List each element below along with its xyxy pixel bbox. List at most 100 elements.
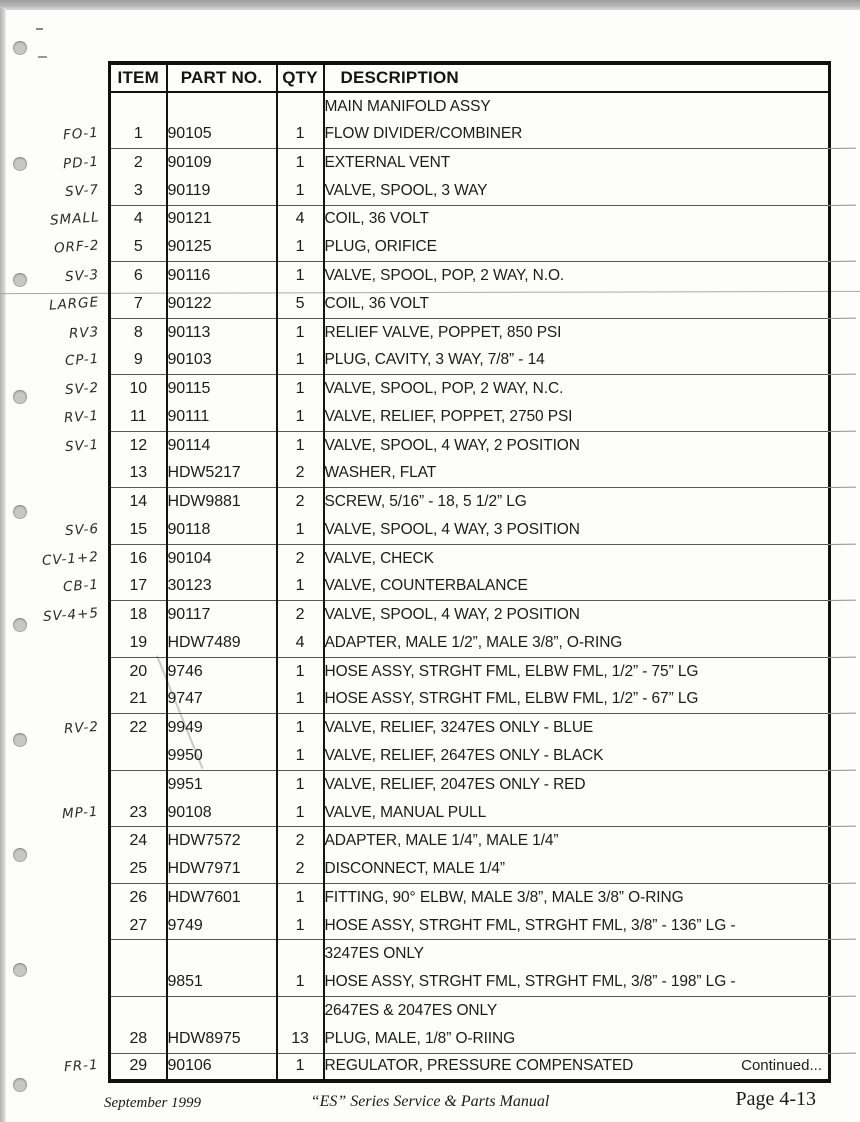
- table-row: MAIN MANIFOLD ASSY: [110, 92, 830, 121]
- cell-item: 20: [129, 662, 148, 680]
- cell-description: VALVE, SPOOL, 3 WAY: [324, 181, 488, 199]
- cell-description: VALVE, COUNTERBALANCE: [324, 577, 528, 595]
- cell-part-no: HDW9881: [165, 487, 277, 516]
- table-row: RV-1 11 90111 1 VALVE, RELIEF, POPPET, 2…: [64, 402, 830, 432]
- cell-description: VALVE, SPOOL, 4 WAY, 3 POSITION: [324, 520, 580, 538]
- cell-item: 19: [129, 633, 148, 651]
- cell-part-no: [165, 996, 277, 1025]
- cell-qty: [275, 939, 324, 969]
- cell-part-no: 9749: [165, 911, 277, 941]
- cell-description: VALVE, SPOOL, 4 WAY, 2 POSITION: [324, 436, 580, 454]
- cell-item: 5: [133, 238, 143, 256]
- cell-description: COIL, 36 VOLT: [324, 294, 429, 312]
- footer-date: September 1999: [104, 1095, 202, 1111]
- cell-item: 3: [133, 181, 143, 199]
- margin-annotation: SV-1: [64, 436, 100, 455]
- stray-mark: [38, 56, 47, 58]
- cell-description: 2647ES & 2047ES ONLY: [324, 1001, 498, 1019]
- header-item: ITEM: [109, 63, 167, 93]
- cell-description: VALVE, RELIEF, POPPET, 2750 PSI: [324, 407, 573, 425]
- cell-qty: 1: [275, 402, 324, 432]
- cell-part-no: 90105: [165, 120, 277, 150]
- cell-qty: 1: [275, 374, 324, 403]
- footer-manual-title: “ES” Series Service & Parts Manual: [310, 1093, 550, 1110]
- parts-table-header: ITEM PART NO. QTY DESCRIPTION: [109, 63, 830, 93]
- margin-annotation: MP-1: [61, 803, 100, 822]
- margin-annotation: LARGE: [48, 294, 100, 314]
- cell-item: 15: [129, 520, 148, 538]
- cell-description: COIL, 36 VOLT: [324, 210, 429, 228]
- table-row: CP-1 9 90103 1 PLUG, CAVITY, 3 WAY, 7/8”…: [64, 346, 830, 376]
- cell-description: REGULATOR, PRESSURE COMPENSATED: [324, 1057, 634, 1075]
- cell-qty: 1: [275, 1053, 324, 1082]
- cell-qty: 2: [275, 544, 324, 573]
- cell-item: 17: [129, 577, 148, 595]
- cell-part-no: 90117: [165, 600, 277, 630]
- cell-part-no: 9851: [165, 968, 277, 998]
- parts-table-body: MAIN MANIFOLD ASSY FO-1 1 90105 1 FLOW D…: [42, 92, 830, 1082]
- margin-annotation: PD-1: [62, 153, 100, 173]
- cell-description: HOSE ASSY, STRGHT FML, ELBW FML, 1/2” - …: [324, 662, 699, 680]
- cell-qty: 1: [275, 911, 324, 941]
- cell-item: 29: [129, 1057, 148, 1075]
- cell-item: 18: [129, 606, 148, 624]
- cell-qty: 13: [275, 1024, 324, 1054]
- cell-description: VALVE, RELIEF, 3247ES ONLY - BLUE: [324, 719, 594, 737]
- table-row: 9950 1 VALVE, RELIEF, 2647ES ONLY - BLAC…: [109, 742, 830, 771]
- table-row: ORF-2 5 90125 1 PLUG, ORIFICE: [53, 233, 830, 263]
- table-row: 24 HDW7572 2 ADAPTER, MALE 1/4”, MALE 1/…: [110, 826, 830, 856]
- cell-item: 8: [133, 323, 143, 341]
- cell-qty: 1: [275, 261, 324, 290]
- cell-description: ADAPTER, MALE 1/2”, MALE 3/8”, O-RING: [324, 633, 623, 651]
- cell-description: SCREW, 5/16” - 18, 5 1/2” LG: [324, 493, 527, 511]
- cell-part-no: 90116: [165, 261, 277, 290]
- cell-qty: 1: [275, 968, 324, 998]
- margin-annotation: CB-1: [62, 577, 100, 596]
- cell-description: EXTERNAL VENT: [324, 153, 451, 171]
- cell-qty: 2: [275, 826, 324, 856]
- binder-hole: [13, 963, 27, 977]
- table-row: 26 HDW7601 1 FITTING, 90° ELBW, MALE 3/8…: [110, 883, 830, 912]
- table-row: 27 9749 1 HOSE ASSY, STRGHT FML, STRGHT …: [109, 911, 830, 941]
- cell-item: 24: [129, 832, 148, 850]
- table-row: 25 HDW7971 2 DISCONNECT, MALE 1/4”: [109, 855, 830, 884]
- cell-description: PLUG, MALE, 1/8” O-RIING: [324, 1029, 516, 1047]
- cell-part-no: 90113: [165, 318, 277, 347]
- cell-qty: [275, 92, 324, 121]
- table-row: CB-1 17 30123 1 VALVE, COUNTERBALANCE: [63, 572, 830, 602]
- cell-part-no: [165, 92, 277, 121]
- cell-part-no: HDW8975: [165, 1024, 277, 1054]
- cell-description: FLOW DIVIDER/COMBINER: [324, 125, 523, 143]
- cell-description: PLUG, ORIFICE: [324, 238, 437, 256]
- cell-part-no: [165, 939, 277, 969]
- margin-annotation: CV-1+2: [41, 548, 100, 569]
- cell-description: VALVE, SPOOL, POP, 2 WAY, N.O.: [324, 266, 565, 284]
- cell-description: HOSE ASSY, STRGHT FML, STRGHT FML, 3/8” …: [324, 916, 736, 934]
- cell-qty: 1: [275, 657, 324, 686]
- cell-qty: 1: [275, 431, 324, 460]
- binder-hole: [13, 733, 27, 747]
- cell-item: 14: [129, 493, 148, 511]
- cell-item: 16: [129, 549, 148, 567]
- cell-part-no: 9951: [165, 770, 277, 799]
- cell-qty: 1: [275, 798, 324, 828]
- header-row: ITEM PART NO. QTY DESCRIPTION: [109, 63, 830, 93]
- cell-qty: 1: [275, 346, 324, 376]
- cell-part-no: 90106: [165, 1053, 277, 1082]
- cell-part-no: HDW7489: [165, 629, 277, 658]
- cell-item: 26: [129, 888, 148, 906]
- binder-hole: [13, 505, 27, 519]
- binder-hole: [13, 1078, 27, 1092]
- cell-item: 27: [129, 916, 148, 934]
- margin-annotation: CP-1: [64, 351, 100, 370]
- page-footer: September 1999 “ES” Series Service & Par…: [0, 1088, 860, 1122]
- cell-part-no: 9949: [165, 713, 277, 743]
- cell-qty: 2: [275, 487, 324, 516]
- cell-description: VALVE, RELIEF, 2047ES ONLY - RED: [324, 775, 586, 793]
- margin-annotation: FR-1: [63, 1057, 100, 1076]
- cell-description: RELIEF VALVE, POPPET, 850 PSI: [324, 323, 562, 341]
- cell-description: VALVE, CHECK: [324, 549, 434, 567]
- margin-annotation: RV3: [68, 323, 100, 342]
- table-row: SV-4+5 18 90117 2 VALVE, SPOOL, 4 WAY, 2…: [43, 600, 830, 630]
- table-row: 9951 1 VALVE, RELIEF, 2047ES ONLY - RED: [110, 770, 830, 799]
